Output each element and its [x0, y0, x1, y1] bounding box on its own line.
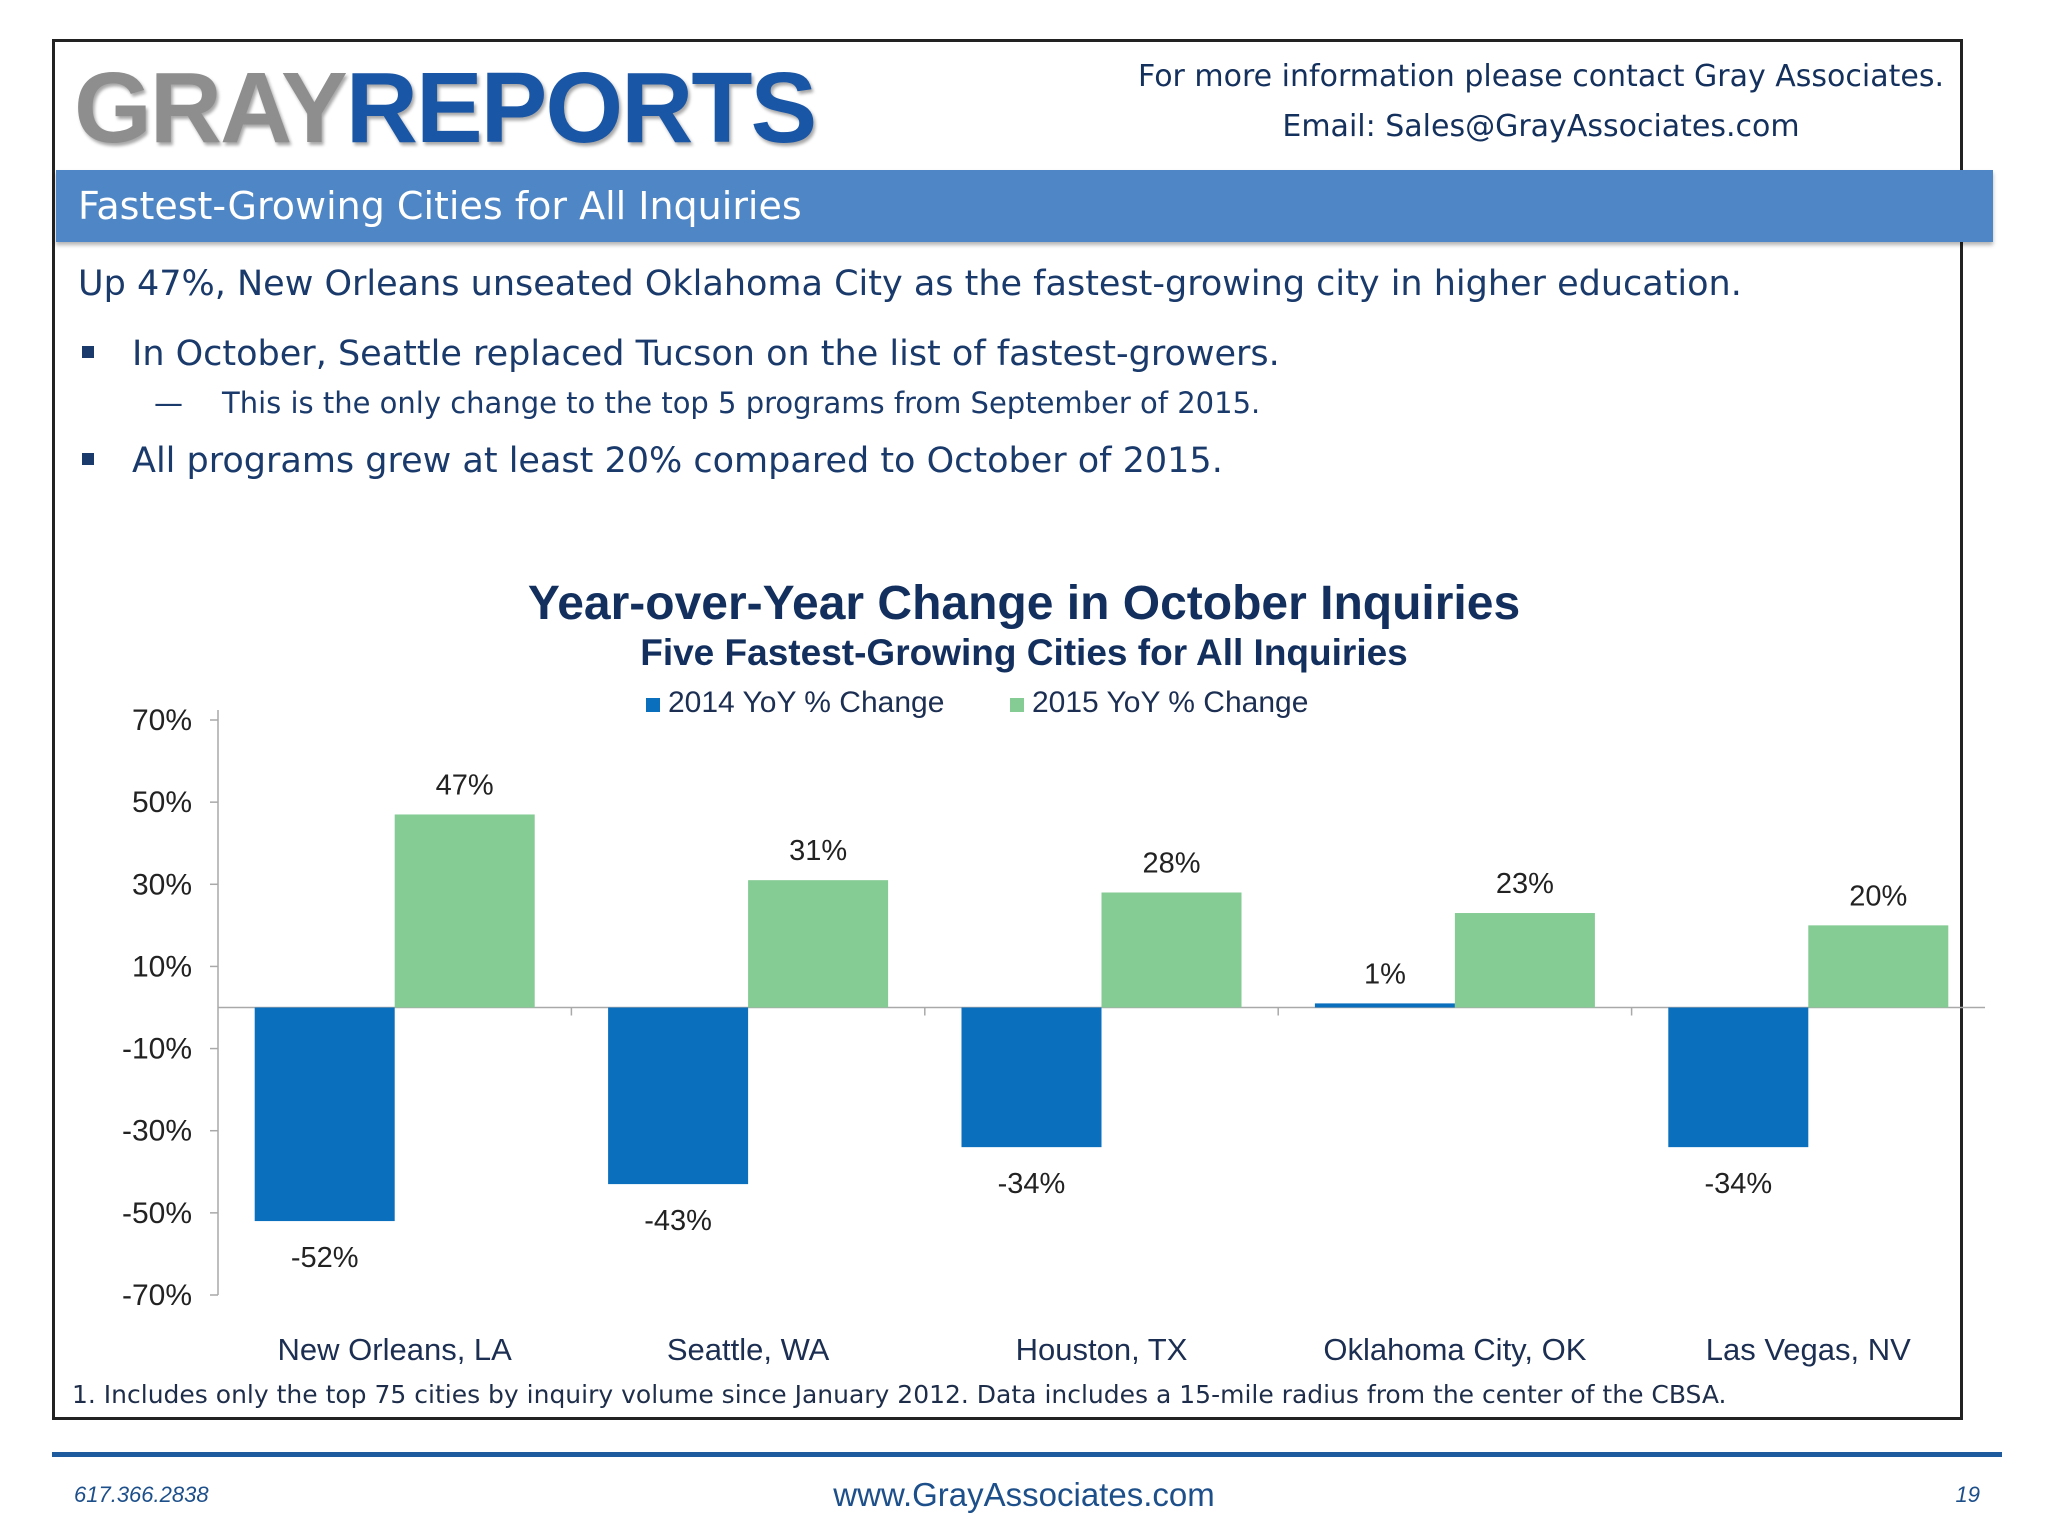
footer-phone: 617.366.2838: [74, 1482, 209, 1507]
contact-info: For more information please contact Gray…: [1138, 52, 1944, 152]
contact-line: For more information please contact Gray…: [1138, 59, 1944, 94]
lead-text: Up 47%, New Orleans unseated Oklahoma Ci…: [78, 264, 1742, 304]
data-label: 1%: [1364, 958, 1406, 990]
x-tick-label: New Orleans, LA: [278, 1332, 513, 1367]
legend-label: 2015 YoY % Change: [1032, 686, 1308, 719]
bar-chart: 70% 50% 30% 10% -10% -30% -50% -70% -52% 47% New O…: [122, 686, 1985, 1367]
bullet-text: In October, Seattle replaced Tucson on t…: [132, 334, 1280, 374]
bar: [394, 814, 535, 1008]
data-label: 28%: [1142, 848, 1200, 880]
bullet-item: All programs grew at least 20% compared …: [82, 441, 1223, 481]
data-label: -34%: [1704, 1168, 1772, 1200]
bar: [1808, 925, 1949, 1008]
section-title: Fastest-Growing Cities for All Inquiries: [78, 184, 802, 228]
footer-rule: [52, 1452, 2002, 1457]
bullet-item: In October, Seattle replaced Tucson on t…: [82, 334, 1280, 374]
bullet-square-icon: [82, 346, 94, 358]
chart-subtitle: Five Fastest-Growing Cities for All Inqu…: [640, 632, 1408, 673]
y-tick-label: -50%: [122, 1197, 192, 1230]
data-label: 20%: [1849, 880, 1907, 912]
grayreports-logo: GRAYREPORTS: [74, 58, 817, 158]
bullet-square-icon: [82, 453, 94, 465]
legend-swatch: [1010, 698, 1024, 712]
dash-icon: —: [154, 386, 183, 420]
bar: [961, 1007, 1102, 1148]
section-banner: Fastest-Growing Cities for All Inquiries: [56, 170, 1993, 242]
data-label: 47%: [436, 769, 494, 801]
chart-title: Year-over-Year Change in October Inquiri…: [527, 577, 1521, 630]
y-tick-label: 70%: [132, 704, 192, 737]
bar: [1454, 913, 1595, 1008]
bullet-text: All programs grew at least 20% compared …: [132, 441, 1223, 481]
bar: [254, 1007, 395, 1222]
data-label: 23%: [1496, 868, 1554, 900]
bar: [1668, 1007, 1809, 1148]
data-label: -34%: [998, 1168, 1066, 1200]
legend-swatch: [646, 698, 660, 712]
data-label: 31%: [789, 835, 847, 867]
bar: [608, 1007, 749, 1185]
bar: [748, 880, 889, 1008]
y-tick-label: -70%: [122, 1279, 192, 1312]
legend-label: 2014 YoY % Change: [668, 686, 944, 719]
page-number: 19: [1955, 1482, 1980, 1507]
y-tick-label: 30%: [132, 868, 192, 901]
logo-gray-text: GRAY: [74, 52, 348, 164]
x-tick-label: Seattle, WA: [667, 1332, 830, 1367]
sub-bullet-item: — This is the only change to the top 5 pr…: [154, 386, 1260, 420]
y-tick-label: -30%: [122, 1115, 192, 1148]
y-tick-label: 10%: [132, 950, 192, 983]
x-tick-label: Oklahoma City, OK: [1323, 1332, 1586, 1367]
footer-website-link[interactable]: www.GrayAssociates.com: [833, 1476, 1215, 1513]
x-tick-label: Houston, TX: [1016, 1332, 1188, 1367]
bar: [1314, 1003, 1455, 1008]
bar: [1101, 892, 1242, 1008]
data-label: -52%: [291, 1242, 359, 1274]
y-tick-label: 50%: [132, 786, 192, 819]
contact-email: Email: Sales@GrayAssociates.com: [1282, 109, 1800, 144]
x-tick-label: Las Vegas, NV: [1706, 1332, 1911, 1367]
y-tick-label: -10%: [122, 1033, 192, 1066]
footnote: 1. Includes only the top 75 cities by in…: [72, 1380, 1727, 1409]
logo-reports-text: REPORTS: [345, 52, 817, 164]
sub-bullet-text: This is the only change to the top 5 pro…: [222, 386, 1261, 420]
data-label: -43%: [644, 1205, 712, 1237]
